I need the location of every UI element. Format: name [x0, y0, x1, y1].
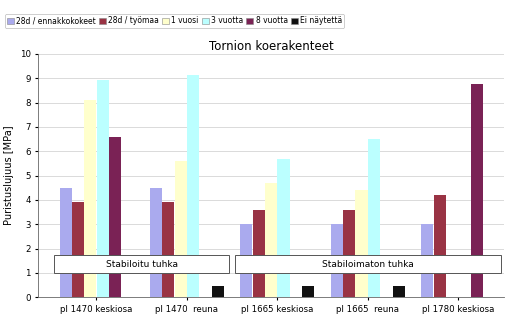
Bar [54, 255, 229, 273]
Bar [433, 195, 446, 297]
Bar [84, 100, 97, 297]
Bar [302, 286, 314, 297]
Bar [175, 161, 187, 297]
Bar [277, 159, 290, 297]
Bar [235, 255, 500, 273]
Text: Stabiloitu tuhka: Stabiloitu tuhka [106, 259, 178, 269]
Legend: 28d / ennakkokokeet, 28d / työmaa, 1 vuosi, 3 vuotta, 8 vuotta, Ei näytettä: 28d / ennakkokokeet, 28d / työmaa, 1 vuo… [5, 14, 344, 28]
Bar [162, 202, 174, 297]
Bar [265, 183, 277, 297]
Bar [421, 224, 433, 297]
Bar [59, 188, 72, 297]
Bar [240, 224, 252, 297]
Bar [343, 210, 355, 297]
Text: Stabiloimaton tuhka: Stabiloimaton tuhka [322, 259, 414, 269]
Bar [212, 286, 224, 297]
Bar [331, 224, 343, 297]
Bar [470, 84, 483, 297]
Bar [72, 202, 84, 297]
Y-axis label: Puristuslujuus [MPa]: Puristuslujuus [MPa] [4, 126, 14, 225]
Title: Tornion koerakenteet: Tornion koerakenteet [209, 40, 333, 53]
Bar [109, 137, 121, 297]
Bar [187, 75, 199, 297]
Bar [97, 80, 109, 297]
Bar [368, 139, 380, 297]
Bar [356, 190, 368, 297]
Bar [150, 188, 162, 297]
Bar [393, 286, 405, 297]
Bar [252, 210, 265, 297]
